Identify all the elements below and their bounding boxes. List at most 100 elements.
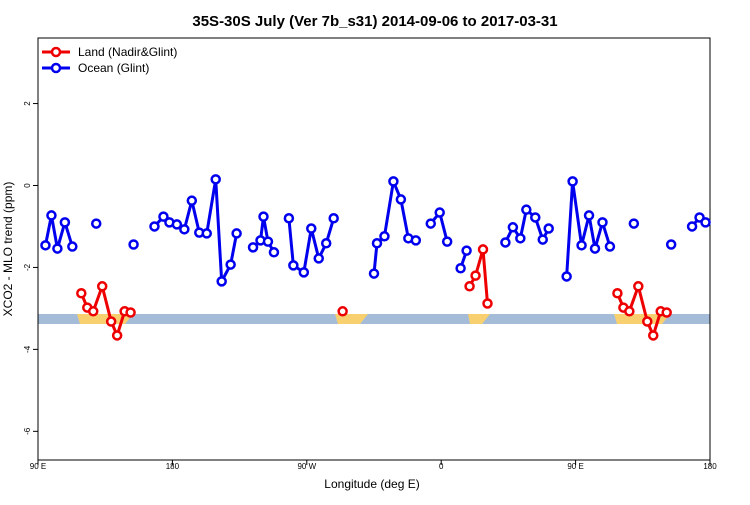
y-tick-label: -4: [23, 345, 32, 353]
point: [561, 271, 572, 282]
legend-label: Land (Nadir&Glint): [78, 45, 177, 59]
point: [470, 270, 481, 281]
point: [686, 221, 698, 232]
point: [700, 217, 711, 228]
point: [455, 263, 466, 274]
point: [258, 211, 269, 222]
point: [395, 194, 407, 205]
chart-title: 35S-30S July (Ver 7b_s31) 2014-09-06 to …: [192, 13, 557, 30]
point: [186, 195, 198, 206]
point: [216, 276, 227, 287]
point: [441, 236, 453, 247]
point: [410, 235, 422, 246]
point: [379, 231, 390, 242]
point: [543, 223, 554, 234]
land-strip: [38, 314, 710, 324]
point: [371, 238, 383, 249]
point: [328, 213, 339, 224]
point: [288, 260, 299, 271]
point: [665, 239, 677, 250]
point: [90, 218, 102, 229]
point: [612, 287, 623, 299]
x-axis-label: Longitude (deg E): [324, 477, 419, 491]
point: [521, 204, 532, 215]
point: [661, 307, 672, 318]
point: [337, 306, 348, 317]
point: [648, 330, 659, 341]
point: [434, 207, 445, 218]
x-tick-label: 90 E: [30, 462, 46, 471]
point: [507, 222, 519, 233]
point: [604, 241, 616, 252]
point: [464, 281, 475, 292]
point: [111, 330, 123, 341]
point: [105, 316, 117, 327]
point: [597, 217, 608, 228]
point: [477, 244, 489, 255]
x-tick-label: 90 W: [297, 462, 316, 471]
point: [482, 298, 493, 309]
point: [67, 241, 78, 252]
y-tick-label: 0: [23, 183, 32, 188]
point: [247, 242, 259, 253]
land-patches: [77, 314, 670, 324]
point: [210, 174, 221, 185]
point: [88, 306, 99, 317]
point: [500, 237, 511, 248]
point: [179, 224, 190, 235]
plot-frame: [37, 37, 711, 461]
point: [537, 234, 548, 245]
y-axis-label: XCO2 - MLO trend (ppm): [1, 182, 15, 317]
legend-label: Ocean (Glint): [78, 61, 149, 75]
x-tick-label: 90 E: [567, 462, 583, 471]
point: [76, 287, 87, 299]
point: [530, 212, 541, 223]
point: [368, 268, 380, 279]
point: [171, 219, 183, 230]
point: [583, 210, 595, 221]
point: [46, 210, 57, 221]
point: [313, 253, 324, 264]
point: [567, 176, 578, 187]
x-tick-label: 180: [166, 462, 180, 471]
point: [201, 228, 212, 239]
y-tick-label: -6: [23, 427, 32, 435]
point: [306, 223, 317, 234]
point: [624, 306, 635, 317]
x-tick-label: 0: [439, 462, 444, 471]
point: [225, 259, 236, 270]
patch: [335, 314, 368, 324]
point: [158, 211, 169, 222]
point: [52, 243, 63, 254]
patch: [468, 314, 490, 324]
point: [283, 213, 295, 224]
point: [589, 243, 601, 254]
legend-marker: [50, 62, 62, 74]
point: [515, 233, 526, 244]
point: [268, 247, 280, 258]
point: [461, 245, 472, 256]
point: [59, 217, 71, 228]
point: [633, 281, 644, 292]
point: [628, 218, 640, 229]
point: [298, 267, 310, 278]
point: [425, 218, 436, 229]
point: [128, 239, 139, 250]
point: [388, 176, 399, 187]
legend-marker: [50, 46, 62, 58]
x-tick-label: 180: [703, 462, 717, 471]
point: [149, 221, 160, 232]
y-tick-label: -2: [23, 263, 32, 271]
y-tick-label: 2: [23, 101, 32, 106]
point: [40, 240, 51, 251]
point: [576, 240, 587, 251]
point: [642, 316, 653, 327]
patch: [77, 314, 133, 324]
point: [96, 281, 108, 292]
point: [262, 236, 274, 247]
point: [125, 307, 136, 318]
point: [231, 228, 242, 239]
point: [320, 238, 332, 249]
